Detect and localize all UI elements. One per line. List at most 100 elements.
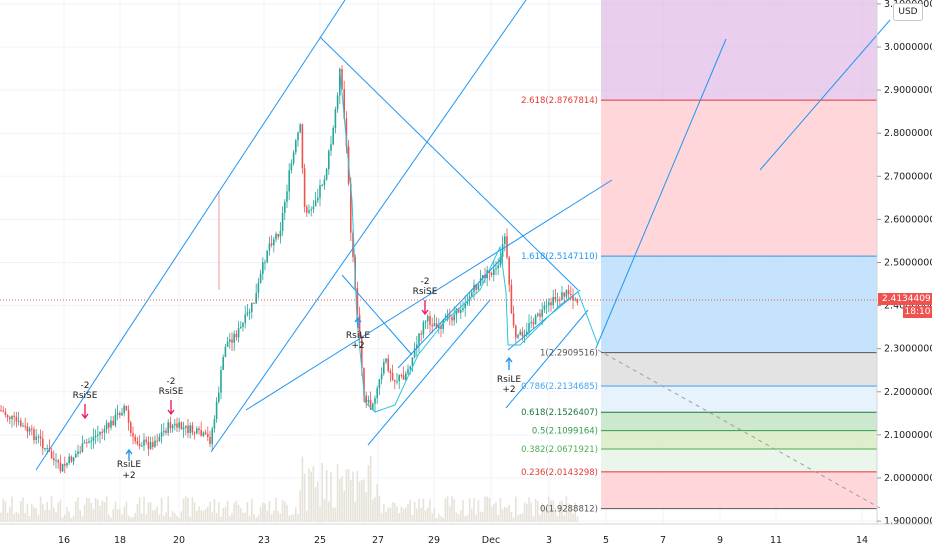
volume-bar bbox=[268, 501, 271, 522]
candle-body bbox=[306, 206, 308, 213]
candle-body bbox=[501, 243, 504, 257]
candle-body bbox=[325, 169, 328, 180]
candle-body bbox=[174, 423, 176, 426]
candle-body bbox=[358, 314, 361, 337]
volume-bar bbox=[462, 500, 464, 522]
volume-bar bbox=[20, 500, 22, 522]
candle-body bbox=[37, 436, 40, 438]
candle-body bbox=[264, 262, 266, 264]
currency-label[interactable]: USD bbox=[893, 3, 923, 21]
candle-body bbox=[31, 428, 33, 430]
volume-bar bbox=[537, 501, 539, 522]
volume-bar bbox=[22, 497, 24, 522]
volume-bar bbox=[114, 501, 117, 522]
candle-body bbox=[493, 269, 495, 275]
fib-level-label: 2.618(2.8767814) bbox=[521, 96, 598, 106]
candle-body bbox=[424, 321, 427, 323]
candle-body bbox=[422, 322, 425, 335]
volume-bar bbox=[116, 509, 119, 522]
candle-body bbox=[255, 292, 257, 304]
volume-bar bbox=[55, 512, 57, 522]
volume-bar bbox=[200, 510, 202, 522]
arrow-up-icon bbox=[354, 316, 362, 328]
candle-body bbox=[53, 458, 55, 461]
candle-body bbox=[99, 431, 101, 435]
candle-body bbox=[123, 405, 125, 413]
flag-lower-1 bbox=[367, 299, 491, 446]
candle-body bbox=[413, 348, 416, 358]
volume-bar bbox=[169, 516, 172, 522]
time-tick-label: 5 bbox=[603, 535, 609, 546]
time-tick-label: Dec bbox=[482, 535, 500, 546]
fib-zones bbox=[601, 0, 877, 508]
volume-bar bbox=[24, 512, 26, 522]
price-tick-label: 2.7000000 bbox=[884, 171, 932, 182]
volume-bar bbox=[563, 515, 565, 522]
candle-body bbox=[207, 433, 209, 438]
volume-bar bbox=[242, 512, 244, 522]
svg-text:RsiSE: RsiSE bbox=[73, 391, 98, 401]
candle-body bbox=[308, 210, 310, 213]
price-tick-label: 2.0000000 bbox=[884, 473, 932, 484]
volume-bar bbox=[75, 501, 77, 522]
volume-bar bbox=[132, 517, 134, 522]
volume-bar bbox=[81, 516, 84, 522]
volume-bar bbox=[330, 472, 332, 522]
volume-bar bbox=[339, 479, 341, 522]
candle-body bbox=[290, 163, 293, 171]
candle-body bbox=[156, 440, 158, 442]
volume-bar bbox=[506, 507, 508, 522]
volume-bar bbox=[220, 516, 222, 522]
price-axis[interactable]: 3.10000003.00000002.90000002.80000002.70… bbox=[876, 0, 932, 527]
candle-body bbox=[288, 170, 290, 192]
volume-bar bbox=[92, 508, 95, 522]
volume-bar bbox=[528, 497, 530, 522]
channel-lines[interactable] bbox=[35, 0, 891, 471]
volume-bar bbox=[510, 512, 513, 522]
volume-bar bbox=[70, 517, 73, 522]
candle-body bbox=[279, 230, 282, 237]
candle-body bbox=[352, 232, 354, 257]
volume-bar bbox=[473, 498, 475, 522]
volume-bar bbox=[215, 513, 218, 522]
candle-body bbox=[482, 274, 484, 279]
volume-bar bbox=[288, 515, 290, 522]
volume-bar bbox=[165, 512, 167, 522]
candle-body bbox=[541, 309, 543, 317]
price-tick-label: 2.5000000 bbox=[884, 258, 932, 269]
candle-body bbox=[321, 184, 323, 186]
volume-bar bbox=[407, 503, 409, 522]
volume-bar bbox=[246, 502, 249, 522]
candle-body bbox=[77, 451, 79, 454]
volume-bar bbox=[495, 501, 497, 522]
candle-body bbox=[510, 284, 513, 314]
candle-body bbox=[154, 440, 156, 447]
volume-bar bbox=[211, 512, 213, 522]
volume-bar bbox=[306, 510, 308, 522]
volume-bar bbox=[394, 503, 396, 522]
volume-bar bbox=[224, 507, 227, 522]
volume-bar bbox=[372, 499, 374, 522]
candle-body bbox=[196, 428, 198, 434]
candle-body bbox=[70, 456, 73, 462]
volume-bar bbox=[497, 515, 499, 522]
candle-body bbox=[61, 464, 64, 472]
time-axis[interactable]: 16 18 20 23 25 27 29 Dec 3 5 7 9 11 14 bbox=[0, 523, 932, 546]
lower-channel-line bbox=[210, 0, 527, 453]
candle-body bbox=[534, 315, 537, 325]
candle-body bbox=[372, 403, 374, 410]
candle-body bbox=[323, 179, 326, 185]
candle-body bbox=[167, 422, 169, 433]
volume-bar bbox=[325, 469, 328, 522]
volume-bar bbox=[396, 506, 398, 522]
fib-zone-grey bbox=[601, 352, 877, 387]
volume-bar bbox=[105, 496, 108, 522]
volume-bar bbox=[88, 498, 90, 522]
volume-bar bbox=[191, 497, 194, 522]
candle-body bbox=[132, 433, 134, 437]
volume-bar bbox=[48, 510, 51, 522]
upper-channel-line bbox=[35, 0, 346, 471]
pattern-polyline bbox=[339, 71, 599, 413]
fib-zone-blue bbox=[601, 257, 877, 352]
